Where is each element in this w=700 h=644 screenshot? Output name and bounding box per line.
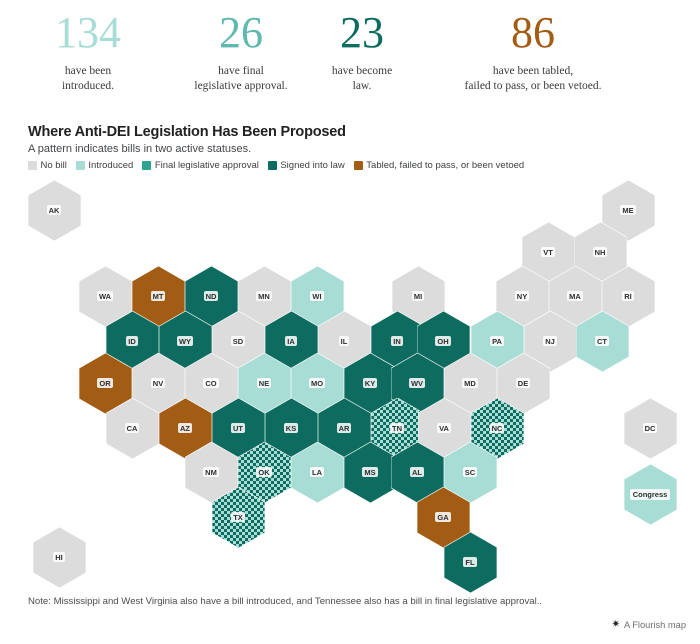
legend-label: Tabled, failed to pass, or been vetoed: [366, 160, 525, 171]
map-tile-ms[interactable]: MS: [343, 441, 397, 503]
hex-shape: [623, 463, 677, 525]
legend-item[interactable]: Introduced: [75, 160, 134, 171]
map-tile-fl[interactable]: FL: [443, 531, 497, 593]
hex-shape: [105, 397, 159, 459]
map-tile-ca[interactable]: CA: [105, 397, 159, 459]
flourish-credit[interactable]: ✷ A Flourish map: [612, 619, 686, 630]
flourish-star-icon: ✷: [611, 619, 620, 630]
stat-number-introduced: 134: [55, 8, 121, 57]
chart-header: Where Anti-DEI Legislation Has Been Prop…: [28, 124, 524, 171]
stat-number-tabled: 86: [511, 8, 555, 57]
stat-number-final-approval: 26: [219, 8, 263, 57]
stat-caption-introduced: have been introduced.: [61, 65, 115, 92]
flourish-credit-label: A Flourish map: [623, 619, 686, 630]
stat-block-final-approval: 26 have final legislative approval.: [176, 8, 306, 94]
map-tile-ct[interactable]: CT: [575, 310, 629, 372]
legend: No bill Introduced Final legislative appro…: [28, 160, 524, 171]
map-tile-congress[interactable]: Congress: [623, 463, 677, 525]
hex-shape: [343, 441, 397, 503]
hex-shape: [211, 486, 265, 548]
map-tile-la[interactable]: LA: [290, 441, 344, 503]
hex-shape: [290, 441, 344, 503]
legend-label: Introduced: [88, 160, 134, 171]
stat-block-law: 23 have become law.: [306, 8, 418, 94]
legend-item[interactable]: Signed into law: [267, 160, 345, 171]
hex-shape: [575, 310, 629, 372]
legend-label: Signed into law: [280, 160, 345, 171]
hex-shape: [623, 397, 677, 459]
map-tile-tx[interactable]: TX: [211, 486, 265, 548]
legend-label: Final legislative approval: [154, 160, 259, 171]
legend-item[interactable]: Final legislative approval: [142, 160, 259, 171]
hex-shape: [443, 531, 497, 593]
stat-caption-tabled: have been tabled, failed to pass, or bee…: [464, 65, 602, 92]
legend-item[interactable]: Tabled, failed to pass, or been vetoed: [353, 160, 525, 171]
stat-block-tabled: 86 have been tabled, failed to pass, or …: [418, 8, 648, 94]
map-tile-ak[interactable]: AK: [27, 179, 81, 241]
legend-swatch: [353, 161, 363, 170]
map-tile-dc[interactable]: DC: [623, 397, 677, 459]
summary-stats: 134 have been introduced. 26 have final …: [0, 8, 700, 94]
stat-caption-law: have become law.: [331, 65, 393, 92]
legend-item[interactable]: No bill: [28, 160, 67, 171]
legend-swatch: [28, 161, 37, 170]
legend-swatch: [267, 161, 277, 170]
legend-label: No bill: [40, 160, 67, 171]
chart-subtitle: A pattern indicates bills in two active …: [28, 143, 252, 155]
hex-shape: [27, 179, 81, 241]
map-tile-hi[interactable]: HI: [32, 526, 86, 588]
legend-swatch: [142, 161, 152, 170]
stat-block-introduced: 134 have been introduced.: [0, 8, 176, 94]
chart-note: Note: Mississippi and West Virginia also…: [28, 596, 543, 607]
legend-swatch: [75, 161, 85, 170]
stat-number-law: 23: [340, 8, 384, 57]
hex-shape: [32, 526, 86, 588]
stat-caption-final-approval: have final legislative approval.: [194, 65, 288, 92]
page-title: Where Anti-DEI Legislation Has Been Prop…: [28, 124, 346, 140]
